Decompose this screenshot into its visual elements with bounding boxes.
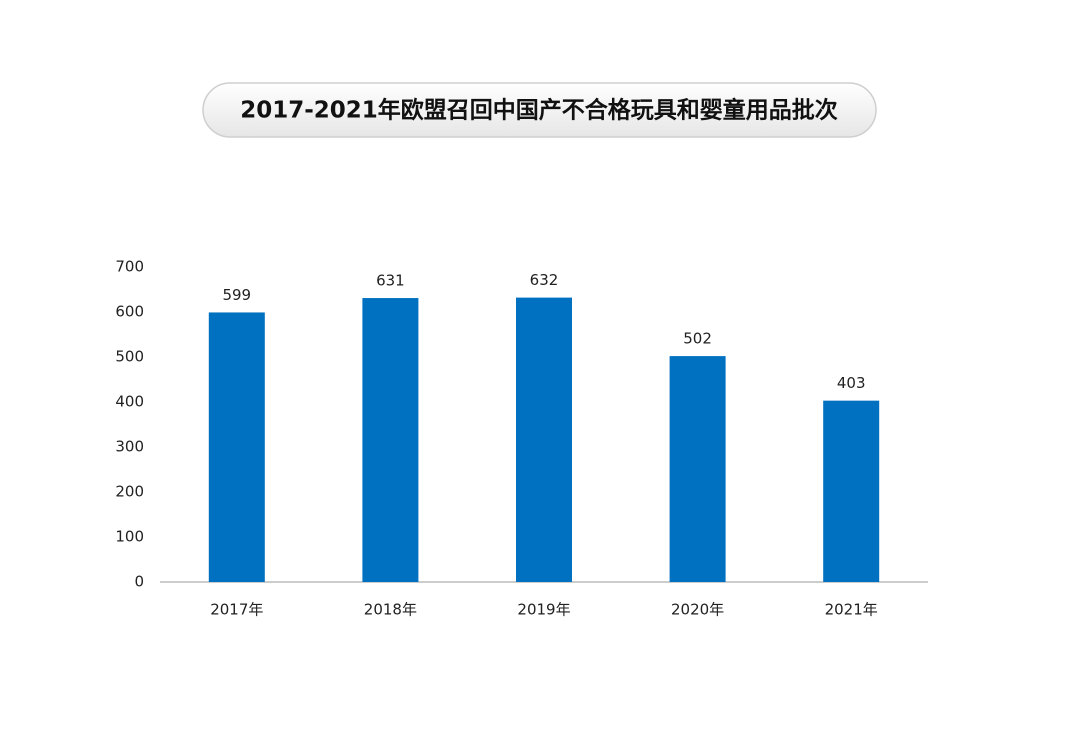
chart-title: 2017-2021年欧盟召回中国产不合格玩具和婴童用品批次 xyxy=(240,97,838,124)
title-box xyxy=(202,82,877,138)
y-tick-label: 200 xyxy=(115,483,144,501)
y-tick-label: 500 xyxy=(115,348,144,366)
bar xyxy=(823,400,880,582)
x-tick-label: 2017年 xyxy=(210,601,263,619)
y-tick-label: 700 xyxy=(115,258,144,276)
y-tick-label: 100 xyxy=(115,528,144,546)
bar xyxy=(208,312,265,582)
y-tick-label: 600 xyxy=(115,303,144,321)
value-label: 631 xyxy=(376,272,405,290)
x-tick-label: 2020年 xyxy=(671,601,724,619)
y-tick-label: 300 xyxy=(115,438,144,456)
y-tick-label: 0 xyxy=(134,573,144,591)
x-tick-label: 2019年 xyxy=(517,601,570,619)
value-label: 502 xyxy=(683,330,712,348)
bar xyxy=(669,356,726,582)
x-tick-label: 2021年 xyxy=(825,601,878,619)
bar xyxy=(362,298,419,582)
value-label: 403 xyxy=(837,374,866,392)
y-tick-label: 400 xyxy=(115,393,144,411)
bar xyxy=(516,297,572,582)
x-tick-label: 2018年 xyxy=(364,601,417,619)
value-label: 632 xyxy=(530,271,559,289)
value-label: 599 xyxy=(222,286,251,304)
